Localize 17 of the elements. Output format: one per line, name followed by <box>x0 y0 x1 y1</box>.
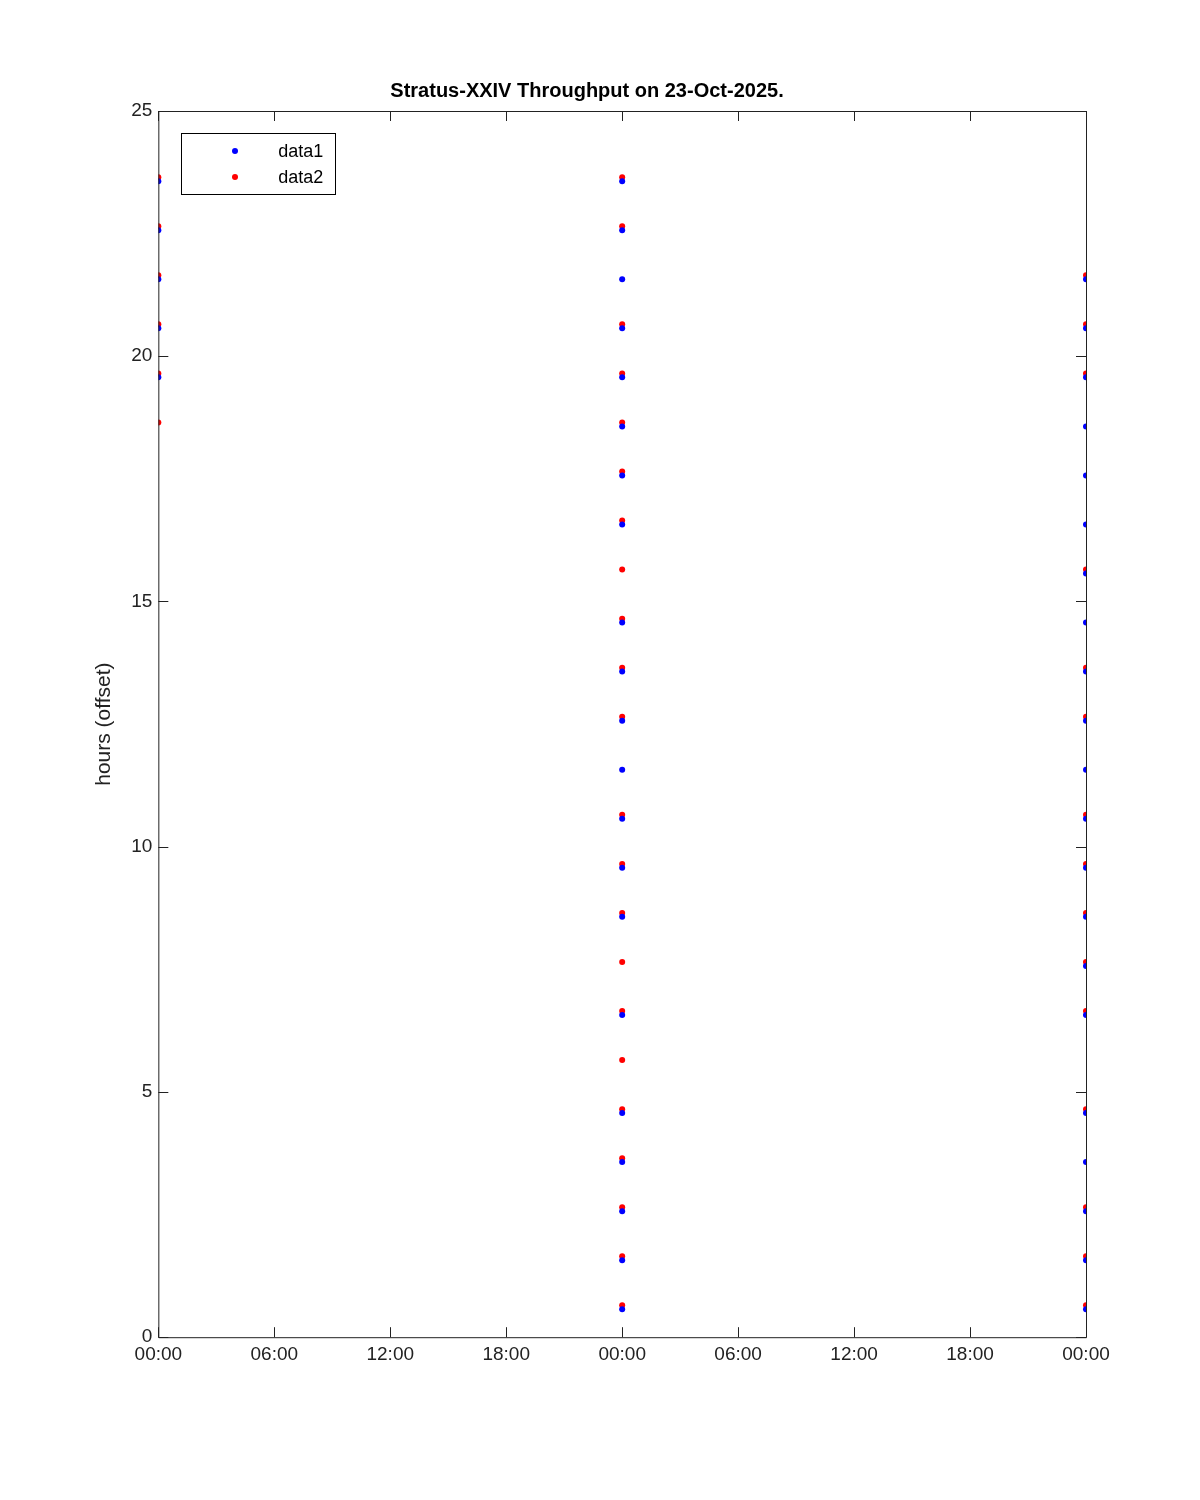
x-tick-label: 12:00 <box>366 1342 415 1364</box>
x-tick-label: 18:00 <box>946 1342 994 1364</box>
y-tick-label: 25 <box>131 99 153 121</box>
x-tick-label: 18:00 <box>482 1342 530 1364</box>
legend-label: data1 <box>278 140 324 162</box>
x-tick-label: 06:00 <box>250 1342 299 1364</box>
y-tick-label: 15 <box>131 589 153 611</box>
y-axis-title: hours (offset) <box>91 662 115 786</box>
y-tick-label: 20 <box>131 344 153 366</box>
legend-label: data2 <box>278 166 324 188</box>
chart-title: Stratus-XXIV Throughput on 23-Oct-2025. <box>390 78 784 101</box>
y-tick-label: 10 <box>131 834 153 856</box>
x-tick-label: 12:00 <box>830 1342 878 1364</box>
x-tick-label: 00:00 <box>1062 1342 1110 1364</box>
x-tick-label: 06:00 <box>714 1342 762 1364</box>
x-tick-label: 00:00 <box>598 1342 646 1364</box>
y-tick-label: 5 <box>141 1080 153 1102</box>
